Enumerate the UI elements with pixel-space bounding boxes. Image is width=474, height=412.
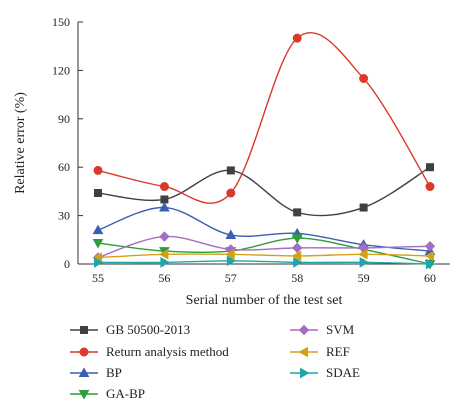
data-point [92,224,104,235]
series-line [97,235,431,259]
data-point [92,239,104,249]
series-line [97,206,431,252]
legend-item: SVM [290,322,355,337]
data-point [426,258,436,270]
data-point [424,241,436,252]
legend-item: GB 50500-2013 [70,322,190,337]
x-tick-label: 59 [358,271,370,285]
data-point [225,229,237,239]
data-point [293,257,303,268]
data-point [359,73,369,83]
data-point [226,255,237,267]
series-line [97,31,431,204]
x-tick-label: 56 [158,271,170,285]
data-point [425,182,435,192]
data-point [225,248,235,260]
legend-marker [298,324,310,336]
legend: GB 50500-2013 Return analysis method BP GA-… [70,322,360,401]
data-point [292,33,302,43]
legend-item: SDAE [290,365,360,380]
y-tick-label: 150 [52,15,70,29]
series-group [92,31,436,270]
legend-label: BP [106,365,122,380]
legend-item: BP [70,365,122,380]
data-point [291,242,303,254]
y-ticks: 0 30 60 90 120 150 [52,15,83,271]
series-line [97,253,431,259]
y-tick-label: 0 [64,257,70,271]
legend-marker [80,326,88,334]
legend-label: SDAE [326,365,360,380]
y-tick-label: 90 [58,112,70,126]
series-5 [92,248,434,263]
data-point [94,257,104,268]
data-point [291,234,303,244]
legend-label: Return analysis method [106,344,229,359]
data-point [226,188,236,198]
y-tick-label: 120 [52,63,70,77]
data-point [160,257,170,268]
legend-item: REF [290,344,350,359]
x-tick-label: 60 [424,271,436,285]
series-6 [94,255,436,270]
y-tick-label: 60 [58,160,70,174]
series-0 [94,163,434,217]
legend-item: Return analysis method [70,344,229,359]
data-point [291,250,302,262]
series-line [97,166,431,217]
legend-marker [298,346,308,358]
y-axis-title: Relative error (%) [13,92,28,194]
x-tick-label: 55 [92,271,104,285]
data-point [226,166,235,175]
data-point [159,231,170,242]
data-point [160,195,169,204]
data-point [359,203,368,212]
legend-label: GA-BP [106,386,145,401]
legend-marker [78,367,90,377]
series-4 [92,231,436,263]
data-point [358,248,368,260]
series-1 [93,31,435,204]
data-point [94,189,102,198]
data-point [424,250,434,262]
legend-label: GB 50500-2013 [106,322,190,337]
legend-marker [300,367,310,379]
data-point [426,163,434,172]
x-axis-title: Serial number of the test set [186,293,343,308]
chart-axes [77,22,450,265]
series-line [97,260,431,265]
data-point [159,202,170,212]
legend-marker [79,347,89,357]
series-line [97,237,431,265]
legend-label: REF [326,344,350,359]
data-point [158,248,169,260]
x-tick-label: 57 [225,271,237,285]
data-point [359,257,370,268]
data-point [293,208,302,217]
legend-label: SVM [326,322,355,337]
y-tick-label: 30 [58,209,70,223]
legend-item: GA-BP [70,386,145,401]
data-point [159,182,169,192]
data-point [93,165,103,175]
x-tick-label: 58 [291,271,303,285]
legend-marker [78,390,90,400]
